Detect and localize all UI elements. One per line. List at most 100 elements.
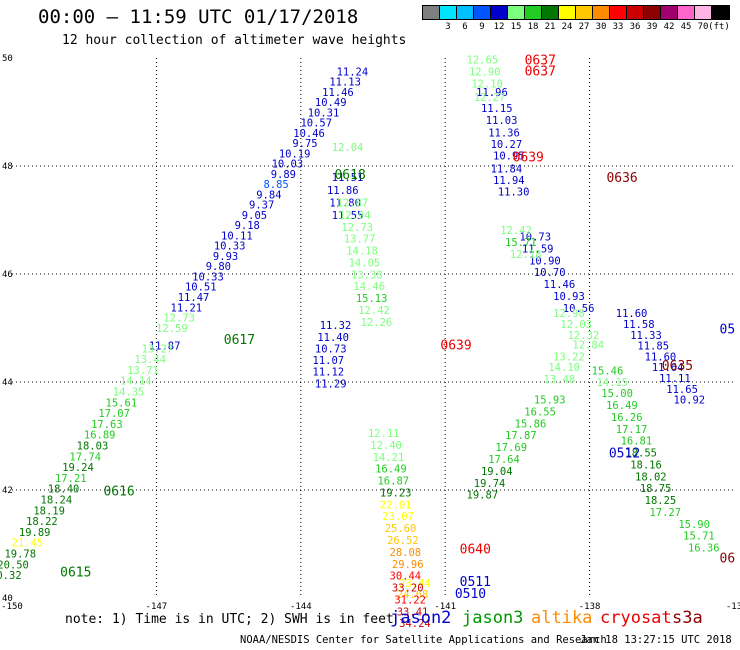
swh-value-jason2: 11.47 xyxy=(178,292,210,304)
swh-value-jason3: 17.74 xyxy=(69,451,101,463)
x-tick-label: -150 xyxy=(1,602,23,612)
swh-value-jason2: 10.90 xyxy=(529,255,561,267)
swh-value-jason3: 17.07 xyxy=(98,408,130,420)
track-number-label: 0511 xyxy=(460,575,491,590)
swh-value-jason3: 12.73 xyxy=(163,313,195,325)
swh-value-jason3: 15.61 xyxy=(106,397,138,409)
swh-value-altika: 29.96 xyxy=(392,559,424,571)
track-number-label: 0637 xyxy=(525,53,556,68)
swh-value-jason3: 13.22 xyxy=(553,351,585,363)
swh-value-jason3: 15.71 xyxy=(683,531,715,543)
colorbar-label: 42 xyxy=(663,22,675,32)
swh-value-jason3: 19.24 xyxy=(62,462,94,474)
swh-value-jason3: 13.44 xyxy=(134,354,166,366)
swh-value-altika: 22.01 xyxy=(380,499,412,511)
y-tick-label: 42 xyxy=(2,486,13,496)
swh-value-jason3: 14.10 xyxy=(548,362,580,374)
swh-value-jason2: 11.51 xyxy=(332,172,364,184)
swh-value-jason2: 10.19 xyxy=(279,148,311,160)
y-tick-label: 44 xyxy=(2,378,13,388)
swh-value-jason2: 10.51 xyxy=(185,282,217,294)
swh-value-jason3: 18.02 xyxy=(635,471,667,483)
swh-value-jason3: 12.18 xyxy=(510,249,542,261)
swh-value-jason2: 11.12 xyxy=(313,367,345,379)
swh-value-jason3: 18.40 xyxy=(48,484,80,496)
swh-value-jason3: 17.63 xyxy=(91,419,123,431)
swh-value-jason3: 17.17 xyxy=(616,424,648,436)
swh-value-jason2: 10.27 xyxy=(491,139,523,151)
swh-value-jason3: 12.98 xyxy=(553,308,585,320)
swh-value-cryosat: 33.20 xyxy=(392,583,424,595)
x-tick-label: -141 xyxy=(434,602,456,612)
swh-value-jason2: 9.89 xyxy=(271,169,296,181)
swh-value-jason2: 11.15 xyxy=(481,103,513,115)
swh-value-jason3: 17.21 xyxy=(55,473,87,485)
colorbar-label: 6 xyxy=(462,22,468,32)
x-tick-label: -13 xyxy=(726,602,740,612)
swh-value-jason3: 12.94 xyxy=(339,210,371,222)
swh-value-jason3: 19.89 xyxy=(19,527,51,539)
swh-value-jason2: 11.40 xyxy=(317,332,349,344)
swh-value-jason3: 17.69 xyxy=(495,442,527,454)
swh-value-jason3: 12.87 xyxy=(337,198,369,210)
y-tick-label: 46 xyxy=(2,270,13,280)
swh-value-jason2: 9.80 xyxy=(206,261,231,273)
swh-value-s3a: 33.41 xyxy=(397,606,429,618)
swh-value-jason2: 10.31 xyxy=(308,107,340,119)
swh-value-jason3: 18.16 xyxy=(630,459,662,471)
generation-timestamp: Jan 18 13:27:15 UTC 2018 xyxy=(580,634,732,646)
swh-value-jason3: 18.22 xyxy=(26,516,58,528)
swh-value-jason2: 11.07 xyxy=(313,355,345,367)
swh-value-jason3: 16.26 xyxy=(611,412,643,424)
swh-value-jason2: 11.32 xyxy=(320,320,352,332)
footer-note: note: 1) Time is in UTC; 2) SWH is in fe… xyxy=(65,612,394,627)
swh-value-altika: 24.68 xyxy=(397,589,429,601)
colorbar-label: 21 xyxy=(544,22,556,32)
swh-value-jason3: 12.84 xyxy=(572,340,604,352)
swh-value-jason2: 11.80 xyxy=(329,198,361,210)
swh-value-jason2: 11.11 xyxy=(659,373,691,385)
swh-value-jason2: 10.70 xyxy=(534,267,566,279)
swh-value-jason3: 15.71 xyxy=(505,237,537,249)
track-number-label: 06 xyxy=(720,551,736,566)
swh-value-jason3: 20.32 xyxy=(0,570,22,582)
colorbar-label: 33 xyxy=(612,22,624,32)
swh-value-jason2: 11.96 xyxy=(476,87,508,99)
swh-value-altika: 25.60 xyxy=(385,523,417,535)
swh-value-jason3: 18.24 xyxy=(41,495,73,507)
swh-value-altika: 23.44 xyxy=(399,578,431,590)
swh-value-jason2: 9.18 xyxy=(235,220,260,232)
swh-value-jason3: 16.49 xyxy=(375,464,407,476)
swh-value-jason3: 18.19 xyxy=(33,505,65,517)
swh-value-jason3: 16.55 xyxy=(524,406,556,418)
track-number-label: 05 xyxy=(720,322,736,337)
x-tick-label: -138 xyxy=(579,602,601,612)
swh-value-jason3: 14.18 xyxy=(346,246,378,258)
swh-value-jason3: 12.04 xyxy=(332,142,364,154)
track-number-label: 0635 xyxy=(662,359,693,374)
swh-value-jason2: 11.87 xyxy=(149,341,181,353)
swh-value-jason2: 11.55 xyxy=(332,210,364,222)
swh-value-jason3: 13.48 xyxy=(544,374,576,386)
track-number-label: 0510 xyxy=(455,587,486,602)
swh-value-jason2: 10.93 xyxy=(553,291,585,303)
chart-title: 00:00 — 11:59 UTC 01/17/2018 xyxy=(38,6,359,28)
swh-value-jason3: 19.87 xyxy=(467,490,499,502)
swh-value-jason2: 11.03 xyxy=(486,115,518,127)
satellite-legend-altika: altika xyxy=(531,608,593,628)
track-number-label: 0512 xyxy=(609,447,640,462)
colorbar-label: 45 xyxy=(680,22,692,32)
swh-value-jason3: 13.38 xyxy=(351,269,383,281)
swh-value-jason2: 11.33 xyxy=(630,330,662,342)
credit-line: NOAA/NESDIS Center for Satellite Applica… xyxy=(240,634,607,646)
swh-value-jason2: 11.21 xyxy=(171,302,203,314)
swh-value-jason3: 12.73 xyxy=(341,222,373,234)
swh-value-jason2: 9.75 xyxy=(292,138,317,150)
swh-value-jason3: 18.75 xyxy=(640,483,672,495)
swh-value-jason2: 10.92 xyxy=(674,395,706,407)
track-number-label: 0639 xyxy=(440,339,471,354)
track-number-label: 0637 xyxy=(525,64,556,79)
satellite-legend-s3a: s3a xyxy=(672,608,703,628)
swh-value-jason2: 11.24 xyxy=(337,66,369,78)
